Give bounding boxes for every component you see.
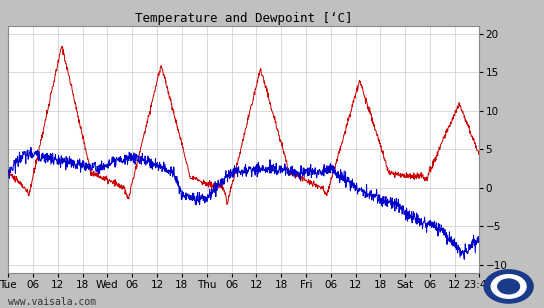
Text: www.vaisala.com: www.vaisala.com [8,297,96,307]
Title: Temperature and Dewpoint [‘C]: Temperature and Dewpoint [‘C] [135,12,352,25]
Circle shape [491,275,526,298]
Circle shape [498,279,520,294]
Circle shape [484,270,533,303]
